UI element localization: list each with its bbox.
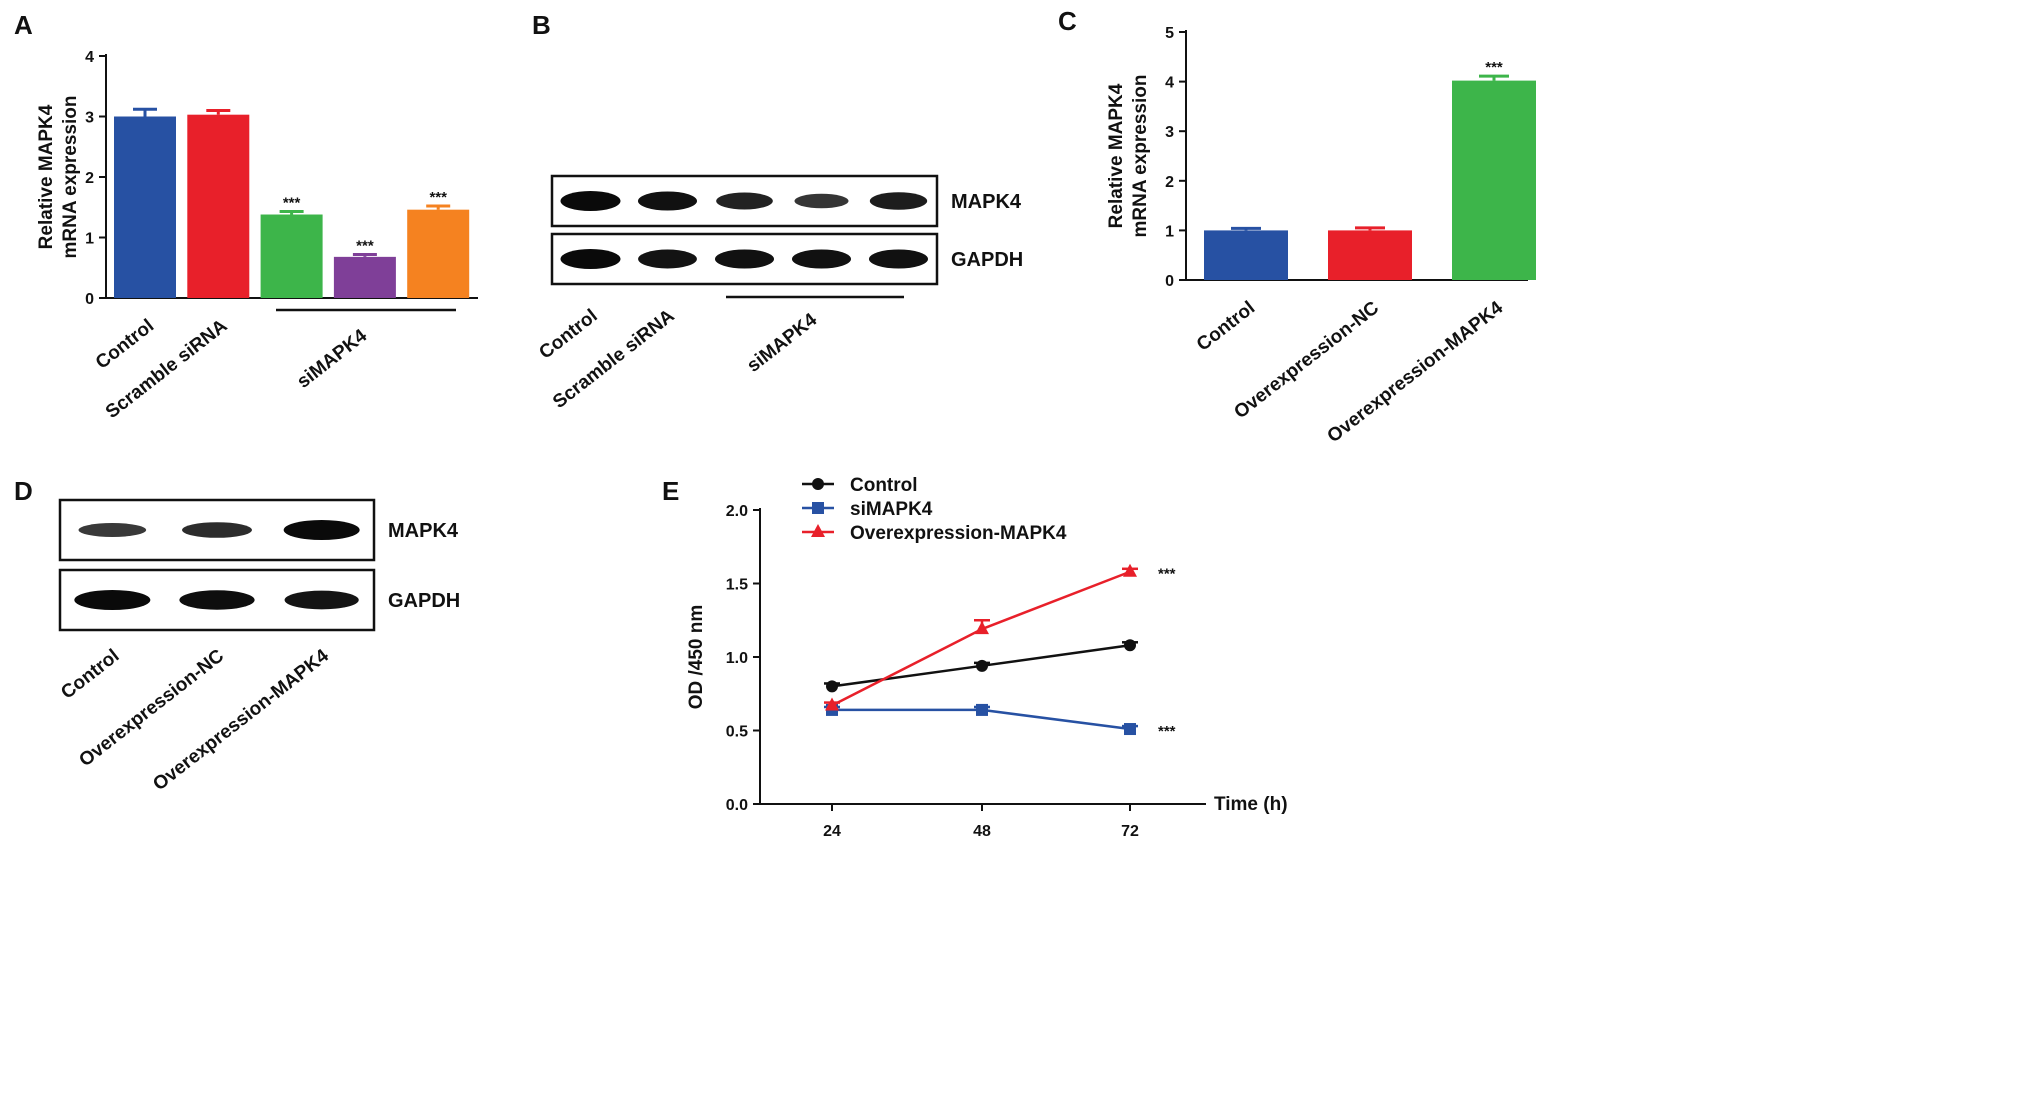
blot-band bbox=[637, 191, 698, 211]
data-point bbox=[812, 478, 824, 490]
data-point bbox=[1124, 639, 1136, 652]
panel-letter-b: B bbox=[532, 10, 551, 40]
blot-band-label: GAPDH bbox=[951, 249, 1023, 271]
blot-band bbox=[283, 520, 360, 540]
blot-band bbox=[868, 249, 929, 269]
panel-e-line-chart: Time (h) OD /450 nm 0.0 0.5 1.0 1.5 2.0 24 48 72 C… bbox=[686, 475, 1288, 840]
x-tick-label: 24 bbox=[823, 823, 841, 840]
legend-entry: siMAPK4 bbox=[850, 499, 933, 520]
panel-letters: A B C D E bbox=[14, 6, 1077, 506]
blot-band bbox=[716, 192, 773, 210]
y-tick-label: 2.0 bbox=[726, 503, 748, 520]
data-point bbox=[812, 502, 824, 514]
series-line bbox=[831, 570, 1131, 707]
significance-label: *** bbox=[283, 194, 301, 211]
y-axis-title: Relative MAPK4 bbox=[36, 104, 57, 249]
panel-d-western-blot: MAPK4GAPDHControlOverexpression-NCOverex… bbox=[57, 498, 460, 795]
y-axis-title: mRNA expression bbox=[1130, 75, 1151, 238]
blot-band bbox=[284, 590, 359, 610]
y-axis-title: Relative MAPK4 bbox=[1106, 83, 1127, 228]
y-tick-label: 0 bbox=[85, 291, 94, 308]
data-point bbox=[976, 659, 988, 672]
panel-letter-a: A bbox=[14, 10, 33, 40]
y-tick-label: 4 bbox=[85, 49, 94, 66]
y-tick-label: 0 bbox=[1165, 273, 1174, 290]
blot-band bbox=[78, 523, 147, 537]
bar bbox=[1328, 230, 1412, 280]
y-tick-label: 0.0 bbox=[726, 797, 748, 814]
data-point bbox=[826, 680, 838, 693]
significance-label: *** bbox=[429, 189, 447, 206]
bar bbox=[114, 116, 176, 298]
x-axis-title: Time (h) bbox=[1214, 794, 1288, 815]
data-point bbox=[1123, 563, 1137, 577]
significance-label: *** bbox=[1485, 59, 1503, 76]
y-tick-label: 5 bbox=[1165, 25, 1174, 42]
y-tick-label: 1.0 bbox=[726, 650, 748, 667]
blot-band bbox=[560, 191, 621, 211]
data-point bbox=[976, 703, 988, 716]
x-tick-label: 48 bbox=[973, 823, 991, 840]
y-axis-title: mRNA expression bbox=[60, 96, 81, 259]
blot-band bbox=[638, 249, 697, 269]
blot-band bbox=[869, 192, 928, 210]
bar bbox=[407, 209, 470, 298]
bar bbox=[260, 214, 323, 298]
blot-lane-label: Overexpression-MAPK4 bbox=[149, 645, 333, 795]
blot-band bbox=[791, 249, 852, 269]
y-tick-label: 3 bbox=[1165, 124, 1174, 141]
x-category-label: Control bbox=[92, 315, 158, 373]
blot-band-label: GAPDH bbox=[388, 590, 460, 612]
blot-lane-label: Control bbox=[535, 305, 601, 363]
x-category-label: Scramble siRNA bbox=[102, 315, 232, 423]
y-tick-label: 1 bbox=[1165, 223, 1174, 240]
y-axis-title: OD /450 nm bbox=[686, 605, 707, 710]
legend-entry: Control bbox=[850, 475, 918, 496]
significance-label: *** bbox=[356, 237, 374, 254]
bar bbox=[1204, 230, 1288, 280]
blot-band bbox=[182, 522, 252, 538]
data-point bbox=[1124, 723, 1136, 736]
significance-label: *** bbox=[1158, 566, 1176, 583]
simapk4-group-label: siMAPK4 bbox=[743, 309, 821, 377]
blot-band-label: MAPK4 bbox=[951, 191, 1022, 213]
data-point bbox=[825, 697, 839, 711]
significance-label: *** bbox=[1158, 723, 1176, 740]
x-tick-label: 72 bbox=[1121, 823, 1139, 840]
blot-band bbox=[560, 249, 621, 269]
blot-lane-label: Control bbox=[57, 645, 123, 703]
blot-band-label: MAPK4 bbox=[388, 520, 459, 542]
data-point bbox=[811, 524, 825, 537]
y-tick-label: 1.5 bbox=[726, 577, 748, 594]
x-category-label: Control bbox=[1193, 297, 1259, 355]
bar bbox=[333, 256, 396, 298]
panel-a-bar-chart: 0 1 2 3 4 Relative MAPK4 mRNA expression Contro… bbox=[36, 49, 478, 423]
panel-letter-c: C bbox=[1058, 6, 1077, 36]
blot-band bbox=[794, 193, 849, 209]
y-tick-label: 1 bbox=[85, 231, 94, 248]
y-tick-label: 2 bbox=[85, 170, 94, 187]
y-tick-label: 0.5 bbox=[726, 724, 748, 741]
panel-c-bar-chart: 0 1 2 3 4 5 Relative MAPK4 mRNA expression Contr… bbox=[1106, 25, 1536, 447]
data-point bbox=[975, 621, 989, 635]
legend-entry: Overexpression-MAPK4 bbox=[850, 523, 1067, 544]
panel-letter-e: E bbox=[662, 476, 679, 506]
blot-band bbox=[714, 249, 775, 269]
blot-band bbox=[74, 590, 151, 610]
y-tick-label: 3 bbox=[85, 110, 94, 127]
simapk4-group-label: siMAPK4 bbox=[293, 325, 371, 393]
y-tick-label: 2 bbox=[1165, 174, 1174, 191]
bar bbox=[1452, 80, 1536, 280]
blot-band bbox=[179, 590, 255, 610]
panel-letter-d: D bbox=[14, 476, 33, 506]
bar bbox=[187, 114, 250, 298]
y-tick-label: 4 bbox=[1165, 75, 1174, 92]
